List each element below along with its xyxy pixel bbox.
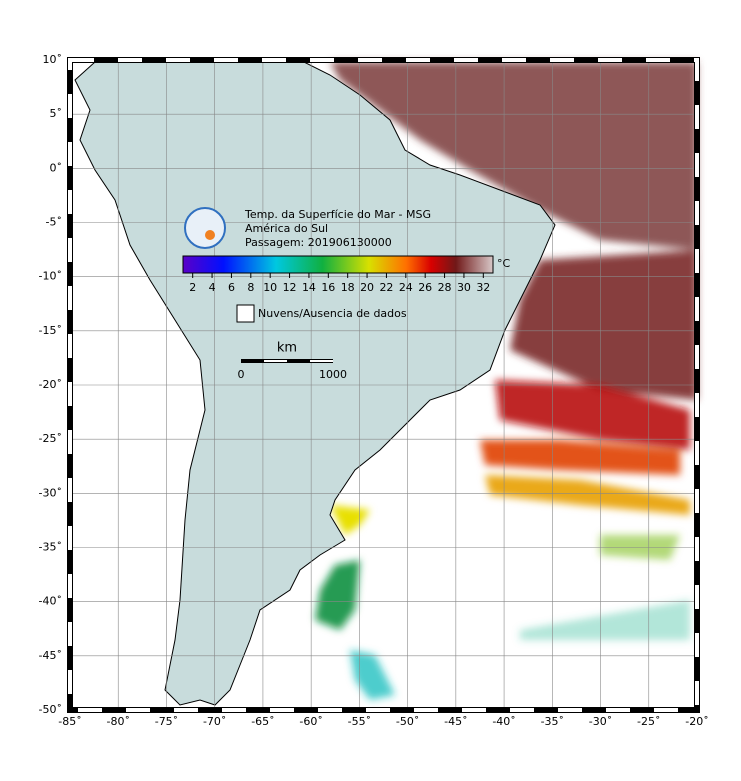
y-tick-label: -50˚ [39,703,62,716]
scale-bar-seg [264,360,287,362]
colorbar-tick-label: 10 [263,281,277,294]
y-tick-label: -20˚ [39,378,62,391]
tick-labels: -85˚ -80˚ -75˚ -70˚ -65˚ -60˚ -55˚ -50˚ -45˚ -40˚… [39,53,709,728]
x-tick-label: -75˚ [155,715,178,728]
title-line: América do Sul [245,222,328,235]
y-tick-label: -25˚ [39,432,62,445]
colorbar-tick-label: 8 [247,281,254,294]
scale-unit: km [277,341,297,356]
colorbar [182,255,494,274]
colorbar-tick-label: 28 [438,281,452,294]
legend-label: Nuvens/Ausencia de dados [258,307,407,320]
inpe-logo [184,207,226,249]
colorbar-tick-label: 14 [302,281,316,294]
colorbar-tick-label: 4 [209,281,216,294]
x-tick-label: -80˚ [106,715,129,728]
x-tick-label: -35˚ [541,715,564,728]
frame-dashes [68,58,699,712]
colorbar-tick-label: 2 [189,281,196,294]
graticule [69,59,698,711]
colorbar-unit: °C [497,257,511,270]
logo-dot [205,230,215,240]
colorbar-tick-label: 12 [283,281,297,294]
y-tick-label: -40˚ [39,595,62,608]
x-tick-label: -60˚ [299,715,322,728]
x-tick-label: -65˚ [251,715,274,728]
x-tick-label: -20˚ [685,715,708,728]
y-tick-label: -30˚ [39,486,62,499]
colorbar-tick-label: 26 [418,281,432,294]
y-tick-label: 0˚ [50,161,63,174]
colorbar-ticks: 2 4 6 8 10 12 14 16 18 20 22 24 26 28 30 32 [189,273,490,294]
y-tick-label: -45˚ [39,649,62,662]
colorbar-tick-label: 6 [228,281,235,294]
colorbar-tick-label: 22 [379,281,393,294]
x-tick-label: -85˚ [58,715,81,728]
y-tick-label: -10˚ [39,270,62,283]
x-tick-label: -70˚ [203,715,226,728]
y-tick-label: -35˚ [39,541,62,554]
x-tick-label: -30˚ [589,715,612,728]
colorbar-tick-label: 32 [476,281,490,294]
colorbar-tick-label: 16 [321,281,335,294]
colorbar-tick-label: 24 [399,281,413,294]
y-tick-label: -15˚ [39,324,62,337]
x-tick-label: -40˚ [492,715,515,728]
x-tick-label: -25˚ [637,715,660,728]
x-tick-label: -45˚ [444,715,467,728]
scale-start: 0 [238,368,245,381]
colorbar-tick-label: 18 [341,281,355,294]
x-tick-label: -55˚ [348,715,371,728]
legend-swatch [236,304,255,323]
title-line: Temp. da Superfície do Mar - MSG [244,208,431,221]
scale-end: 1000 [319,368,347,381]
scale-bar-seg [310,360,333,362]
colorbar-tick-label: 30 [457,281,471,294]
y-tick-label: 10˚ [43,53,63,66]
title-line: Passagem: 201906130000 [245,236,392,249]
y-tick-label: -5˚ [46,216,62,229]
colorbar-tick-label: 20 [360,281,374,294]
y-tick-label: 5˚ [50,107,63,120]
x-tick-label: -50˚ [396,715,419,728]
